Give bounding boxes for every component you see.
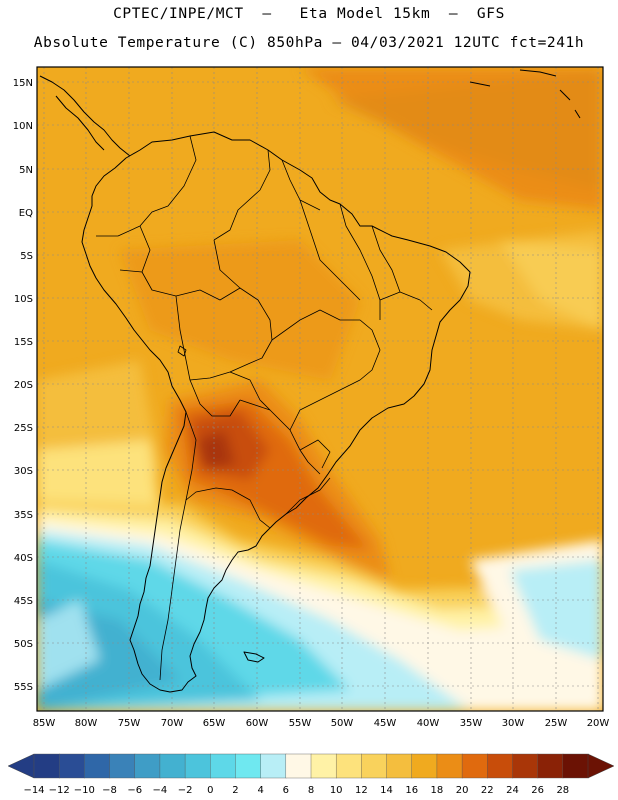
- colorbar-cell: [285, 753, 312, 779]
- lat-label: 5N: [19, 165, 33, 176]
- lat-label: 35S: [14, 510, 33, 521]
- colorbar-label: 28: [556, 785, 569, 796]
- lat-label: 55S: [14, 682, 33, 693]
- colorbar-label: 0: [207, 785, 213, 796]
- colorbar-cell: [235, 753, 262, 779]
- south-america-coastline: [81, 131, 471, 693]
- colorbar-cell: [134, 753, 161, 779]
- lon-label: 75W: [118, 718, 141, 729]
- colorbar-cell: [33, 753, 60, 779]
- colorbar-cell: [184, 753, 211, 779]
- lon-label: 30W: [502, 718, 525, 729]
- lat-axis-labels: 15N 10N 5N EQ 5S 10S 15S 20S 25S 30S 35S…: [13, 78, 33, 693]
- colorbar-label: 2: [232, 785, 238, 796]
- lon-axis-labels: 85W 80W 75W 70W 65W 60W 55W 50W 45W 40W …: [33, 718, 610, 729]
- falkland-islands: [243, 651, 265, 663]
- colorbar-label: 16: [405, 785, 418, 796]
- lon-label: 85W: [33, 718, 56, 729]
- colorbar-labels: −14 −12 −10 −8 −6 −4 −2 0 2 4 6 8 10 12 14 16 18 20 22 24 26…: [23, 785, 569, 796]
- colorbar-cell: [260, 753, 287, 779]
- lon-label: 60W: [246, 718, 269, 729]
- lat-label: 10S: [14, 294, 33, 305]
- colorbar-cell: [461, 753, 488, 779]
- colorbar-label: −8: [102, 785, 117, 796]
- colorbar-label: 8: [308, 785, 314, 796]
- lon-label: 45W: [374, 718, 397, 729]
- map-frame: [36, 66, 604, 712]
- colorbar-cell: [210, 753, 237, 779]
- temperature-field: [37, 67, 603, 711]
- colorbar-label: −4: [153, 785, 168, 796]
- country-borders: [96, 135, 433, 681]
- colorbar-label: 6: [283, 785, 289, 796]
- central-america-coastline: [39, 75, 131, 157]
- lon-label: 20W: [587, 718, 610, 729]
- colorbar-label: 24: [506, 785, 519, 796]
- coastlines: [39, 69, 581, 693]
- lat-label: EQ: [19, 208, 33, 219]
- lon-label: 80W: [75, 718, 98, 729]
- colorbar-cells: [33, 753, 589, 779]
- lon-label: 25W: [545, 718, 568, 729]
- colorbar-cell: [310, 753, 337, 779]
- colorbar-label: 14: [380, 785, 393, 796]
- colorbar: −14 −12 −10 −8 −6 −4 −2 0 2 4 6 8 10 12 14 16 18 20 22 24 26…: [7, 753, 615, 796]
- lat-label: 45S: [14, 596, 33, 607]
- colorbar-cell: [335, 753, 362, 779]
- lat-label: 25S: [14, 423, 33, 434]
- colorbar-cell: [436, 753, 463, 779]
- lon-label: 40W: [417, 718, 440, 729]
- colorbar-cell: [159, 753, 186, 779]
- colorbar-cell: [58, 753, 85, 779]
- colorbar-cell: [411, 753, 438, 779]
- lat-label: 5S: [20, 251, 33, 262]
- lat-label: 50S: [14, 639, 33, 650]
- colorbar-cell: [537, 753, 564, 779]
- title-line-2: Absolute Temperature (C) 850hPa – 04/03/…: [33, 35, 585, 51]
- colorbar-label: −2: [178, 785, 193, 796]
- colorbar-label: −12: [49, 785, 70, 796]
- lat-label: 20S: [14, 380, 33, 391]
- lat-label: 10N: [13, 121, 33, 132]
- colorbar-high-arrow: [587, 753, 615, 779]
- title-line-1: CPTEC/INPE/MCT – Eta Model 15km – GFS: [113, 6, 505, 22]
- graticule: [37, 67, 603, 711]
- colorbar-cell: [84, 753, 111, 779]
- lat-label: 30S: [14, 466, 33, 477]
- colorbar-cell: [487, 753, 514, 779]
- lon-label: 50W: [331, 718, 354, 729]
- colorbar-low-arrow: [7, 753, 35, 779]
- colorbar-cell: [361, 753, 388, 779]
- colorbar-label: −10: [74, 785, 95, 796]
- lon-label: 70W: [161, 718, 184, 729]
- lat-label: 15N: [13, 78, 33, 89]
- colorbar-label: 22: [481, 785, 494, 796]
- colorbar-label: 18: [431, 785, 444, 796]
- colorbar-label: 26: [531, 785, 544, 796]
- colorbar-cell: [512, 753, 539, 779]
- caribbean-islands: [469, 69, 581, 119]
- lat-label: 40S: [14, 553, 33, 564]
- colorbar-cell: [386, 753, 413, 779]
- lon-label: 65W: [203, 718, 226, 729]
- lat-label: 15S: [14, 337, 33, 348]
- colorbar-label: 4: [257, 785, 263, 796]
- colorbar-label: −6: [127, 785, 142, 796]
- colorbar-cell: [562, 753, 589, 779]
- colorbar-label: 20: [456, 785, 469, 796]
- lon-label: 55W: [289, 718, 312, 729]
- lon-label: 35W: [460, 718, 483, 729]
- colorbar-label: −14: [23, 785, 44, 796]
- colorbar-label: 12: [355, 785, 368, 796]
- colorbar-cell: [109, 753, 136, 779]
- colorbar-label: 10: [330, 785, 343, 796]
- lake-titicaca: [177, 345, 187, 357]
